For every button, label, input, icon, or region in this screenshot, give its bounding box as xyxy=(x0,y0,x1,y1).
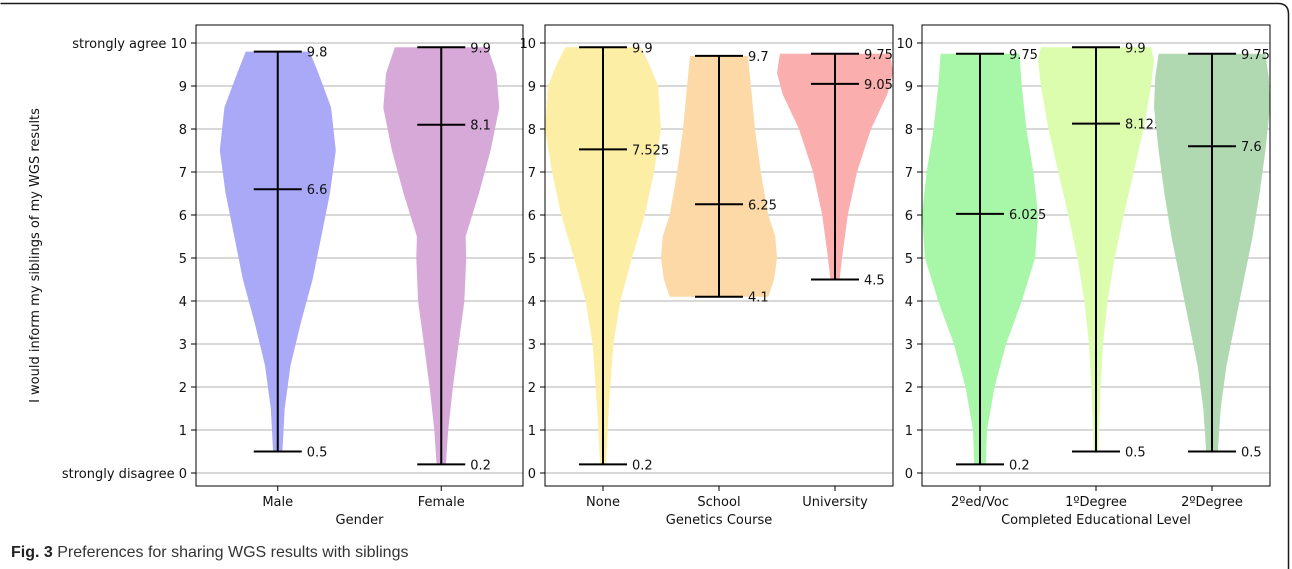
y-tick-label: 5 xyxy=(905,252,913,267)
y-tick-label: 1 xyxy=(905,424,913,439)
y-tick-label: 10 xyxy=(896,37,913,52)
y-tick-label: 6 xyxy=(905,209,913,224)
y-tick-label: 3 xyxy=(905,338,913,353)
x-tick-label: Male xyxy=(262,495,293,510)
y-tick-label: 2 xyxy=(905,381,913,396)
x-tick-label: None xyxy=(586,495,620,510)
data-label: 7.525 xyxy=(632,143,669,158)
data-label: 0.5 xyxy=(1125,446,1146,461)
violin-charts: strongly disagree 0 1 2 3 4 5 6 7 8 9 strongly agr… xyxy=(28,24,1271,528)
y-tick-label: 9 xyxy=(528,80,536,95)
y-tick-label: 8 xyxy=(528,123,536,138)
y-tick-label: 4 xyxy=(528,295,536,310)
data-label: 9.75 xyxy=(1009,48,1038,63)
data-label: 8.125 xyxy=(1125,118,1162,133)
data-label: 9.7 xyxy=(748,50,769,65)
data-label: 7.6 xyxy=(1241,140,1262,155)
y-axis-label: I would inform my siblings of my WGS res… xyxy=(28,108,43,403)
y-tick-label: 3 xyxy=(179,338,187,353)
x-axis-label: Completed Educational Level xyxy=(1001,513,1191,528)
data-label: 0.5 xyxy=(307,446,328,461)
data-label: 9.9 xyxy=(632,41,653,56)
chart-panel-1: strongly disagree 0 1 2 3 4 5 6 7 8 9 strongly agr… xyxy=(28,24,524,528)
data-label: 0.5 xyxy=(1241,446,1262,461)
y-tick-label: 0 xyxy=(528,467,536,482)
y-tick-label: 0 xyxy=(905,467,913,482)
data-label: 0.2 xyxy=(1009,458,1030,473)
data-label: 9.75 xyxy=(1241,48,1270,63)
y-tick-label: 4 xyxy=(179,295,187,310)
data-label: 4.5 xyxy=(864,274,885,289)
y-tick-label: strongly disagree 0 xyxy=(62,467,187,482)
x-axis-label: Genetics Course xyxy=(666,513,772,528)
chart-panel-3: 0 1 2 3 4 5 6 7 8 9 10 9.75 6.025 0.2 9.9 8.125 0.5 9.75 7… xyxy=(896,24,1271,528)
data-label: 8.1 xyxy=(470,119,491,134)
y-tick-label: 7 xyxy=(179,166,187,181)
y-tick-label: 9 xyxy=(179,80,187,95)
y-tick-label: 7 xyxy=(528,166,536,181)
y-tick-label: 1 xyxy=(528,424,536,439)
y-tick-label: 10 xyxy=(519,37,536,52)
x-tick-label: School xyxy=(697,495,740,510)
y-tick-label: 9 xyxy=(905,80,913,95)
y-tick-label: 6 xyxy=(179,209,187,224)
data-label: 9.9 xyxy=(1125,41,1146,56)
y-tick-label: 8 xyxy=(905,123,913,138)
x-tick-label: University xyxy=(802,495,868,510)
y-tick-label: 5 xyxy=(179,252,187,267)
x-tick-label: Female xyxy=(418,495,465,510)
x-tick-label: 2ºDegree xyxy=(1181,495,1243,510)
y-tick-label: 6 xyxy=(528,209,536,224)
y-tick-label: 3 xyxy=(528,338,536,353)
caption-label: Fig. 3 xyxy=(11,544,53,561)
data-label: 9.9 xyxy=(470,41,491,56)
data-label: 9.75 xyxy=(864,48,893,63)
y-tick-label: 7 xyxy=(905,166,913,181)
data-label: 6.6 xyxy=(307,183,328,198)
y-tick-label: 4 xyxy=(905,295,913,310)
data-label: 4.1 xyxy=(748,291,769,306)
chart-panel-2: 0 1 2 3 4 5 6 7 8 9 10 9.9 7.525 0.2 9.7 6.25 4.1 9.75 9.0… xyxy=(519,24,894,528)
y-tick-label: strongly agree 10 xyxy=(72,37,187,52)
y-tick-label: 1 xyxy=(179,424,187,439)
data-label: 9.8 xyxy=(307,46,328,61)
x-tick-label: 1ºDegree xyxy=(1065,495,1127,510)
data-label: 6.025 xyxy=(1009,208,1046,223)
data-label: 0.2 xyxy=(632,458,653,473)
axes-frame xyxy=(195,24,524,487)
y-tick-label: 2 xyxy=(179,381,187,396)
caption-text: Preferences for sharing WGS results with… xyxy=(57,544,409,561)
y-tick-label: 5 xyxy=(528,252,536,267)
y-tick-label: 8 xyxy=(179,123,187,138)
data-label: 9.05 xyxy=(864,78,893,93)
x-tick-label: 2ºed/Voc xyxy=(951,495,1009,510)
data-label: 6.25 xyxy=(748,198,777,213)
x-axis-label: Gender xyxy=(336,513,385,528)
data-label: 0.2 xyxy=(470,458,491,473)
figure-caption: Fig. 3 Preferences for sharing WGS resul… xyxy=(11,544,408,562)
y-tick-label: 2 xyxy=(528,381,536,396)
